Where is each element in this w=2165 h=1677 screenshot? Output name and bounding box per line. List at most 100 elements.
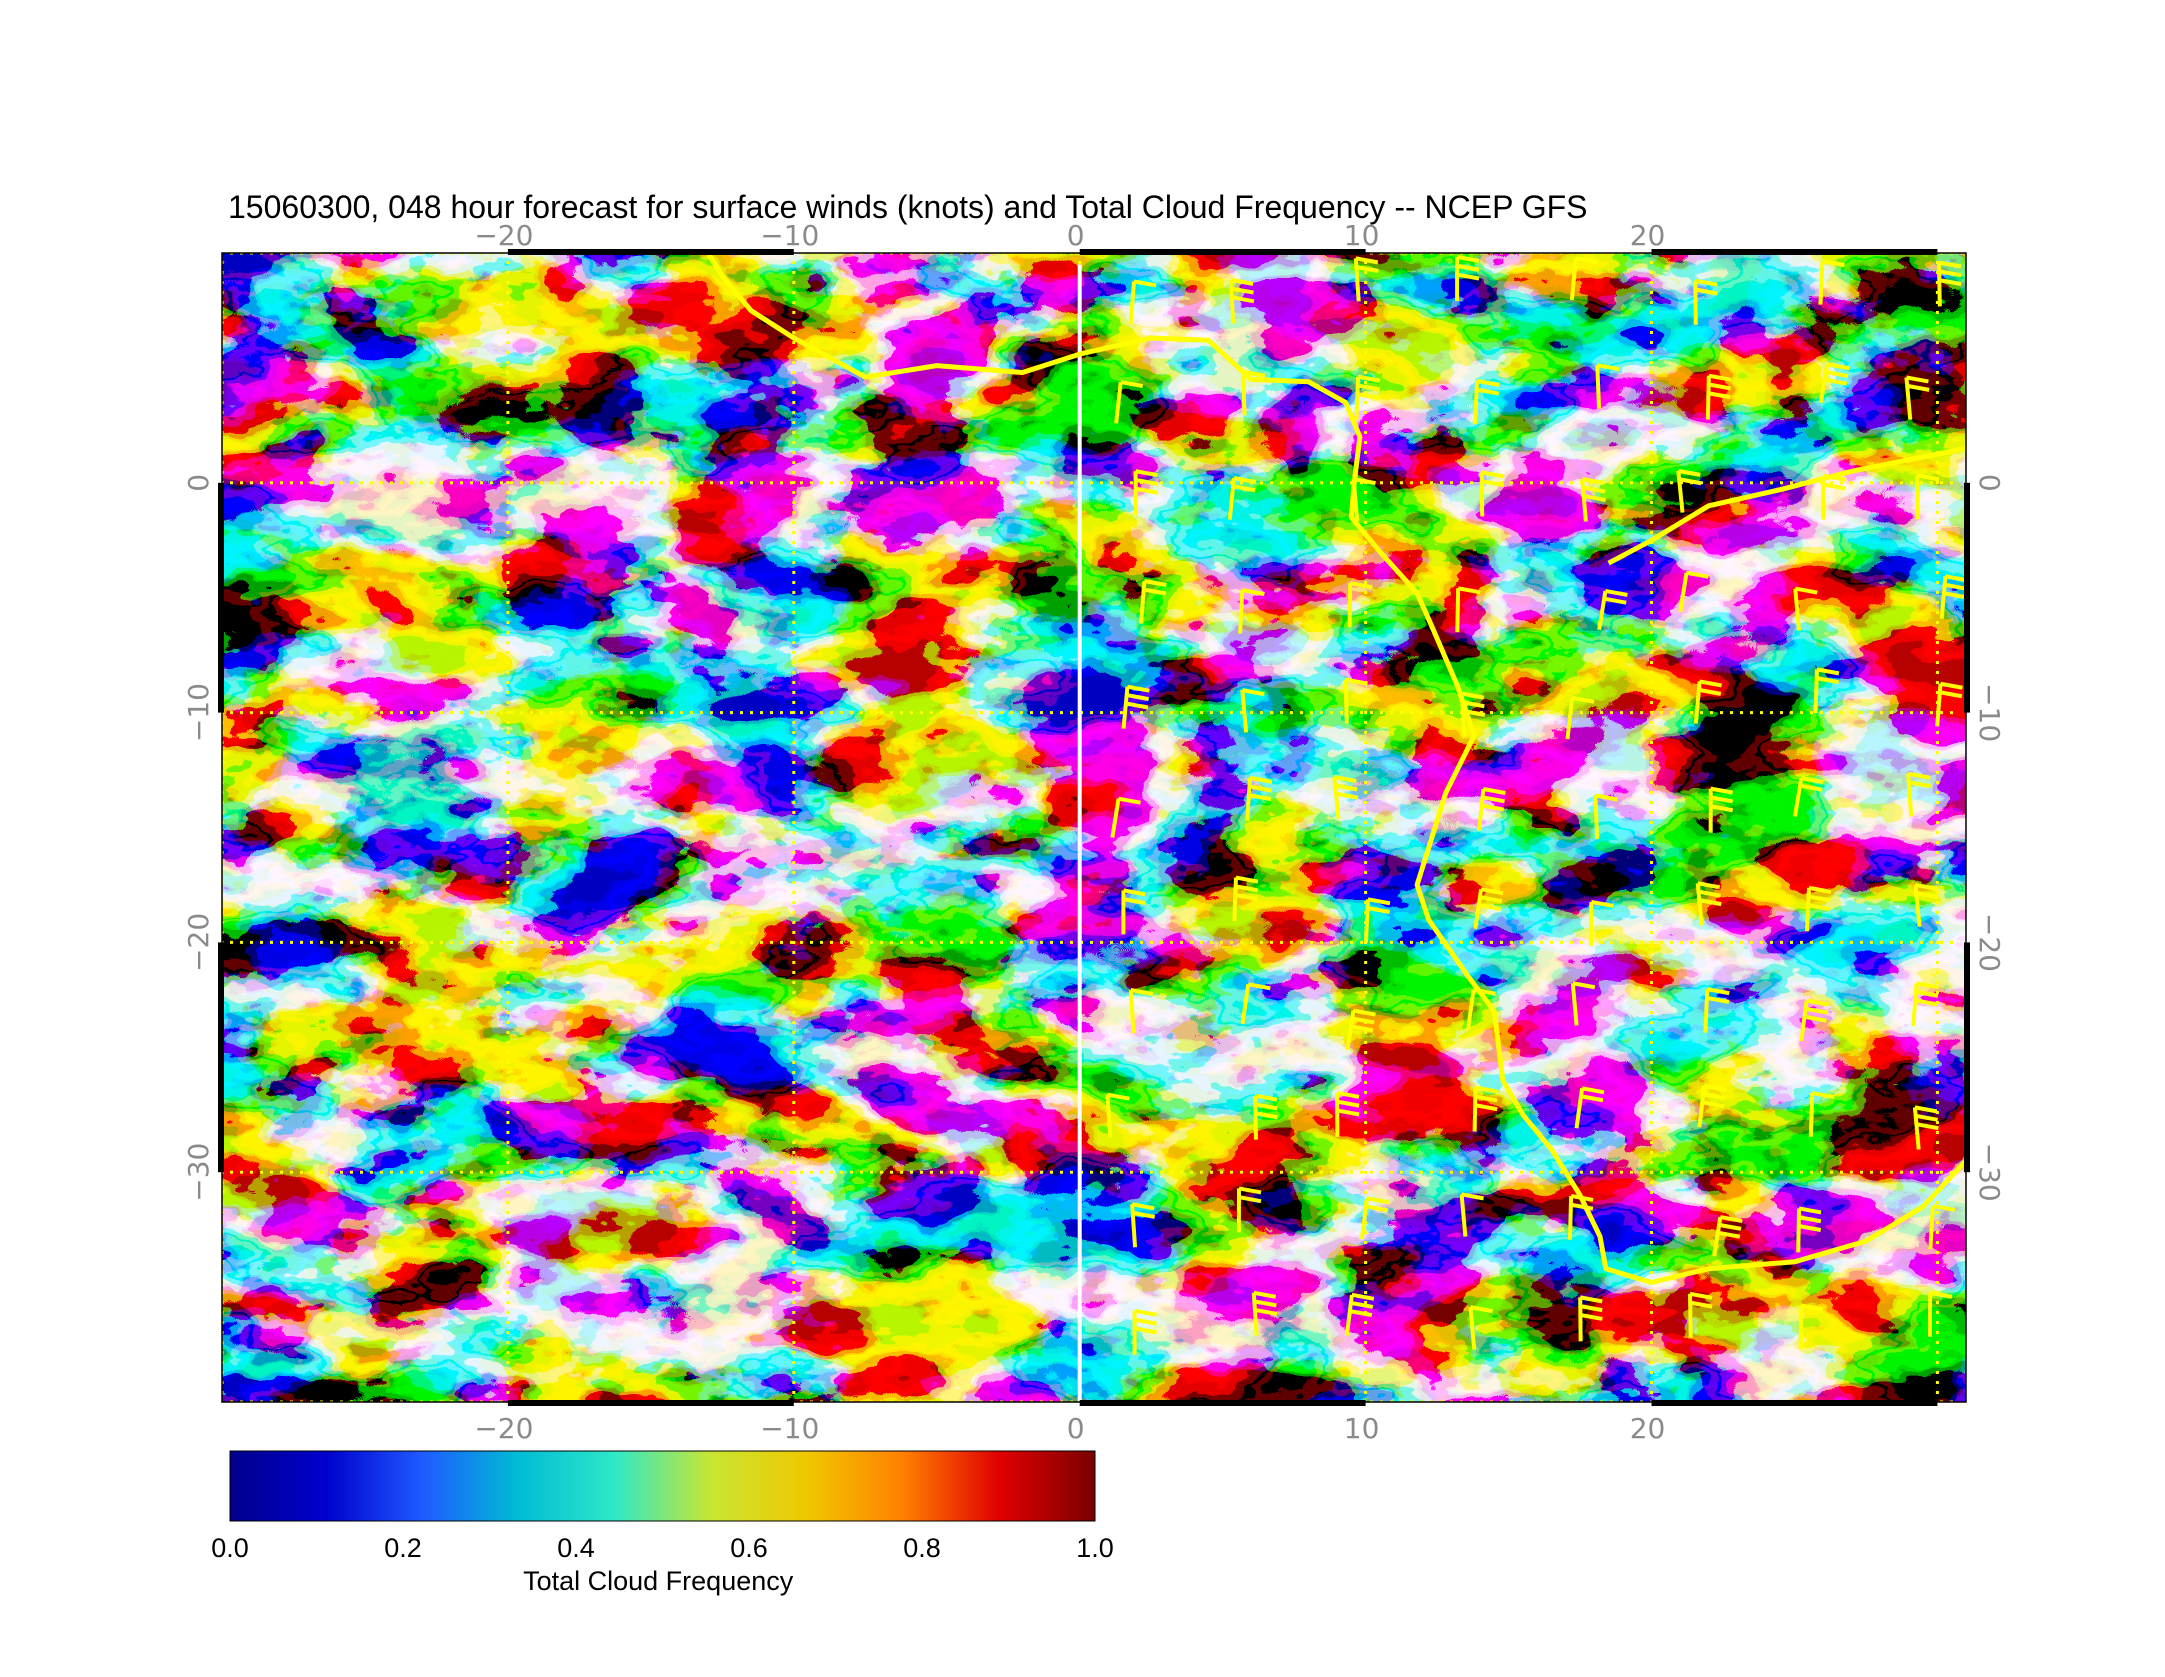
frame-band-bottom (1651, 1400, 1938, 1406)
frame-band-right (1964, 482, 1970, 713)
lat-tick-label-right: −10 (1973, 683, 2006, 742)
wind-barb (1240, 982, 1271, 1025)
wind-barb (1936, 260, 1962, 307)
lon-tick-label-top: 20 (1630, 219, 1666, 252)
frame-band-left (218, 942, 224, 1173)
wind-barb (1693, 278, 1718, 325)
wind-barb (1818, 362, 1850, 403)
colorbar-tick-label: 0.2 (384, 1533, 422, 1563)
wind-barb (1332, 775, 1359, 820)
wind-barb (1569, 256, 1599, 301)
wind-barb (1227, 476, 1257, 520)
wind-barb (1580, 477, 1607, 522)
wind-barb (1472, 378, 1500, 425)
wind-barb (1588, 899, 1614, 946)
colorbar-tick-label: 0.6 (730, 1533, 768, 1563)
wind-barb (1473, 887, 1504, 930)
frame-band-bottom (507, 1400, 794, 1406)
frame-band-left (218, 482, 224, 713)
wind-barb (1792, 775, 1824, 817)
wind-barb (1343, 677, 1368, 724)
wind-barb (1799, 998, 1829, 1042)
wind-barb (1574, 1086, 1605, 1129)
wind-barb (1695, 881, 1722, 926)
colorbar-tick-label: 0.0 (211, 1533, 249, 1563)
wind-barb (1676, 468, 1702, 513)
wind-barb (1939, 574, 1966, 619)
wind-barb (1479, 470, 1505, 517)
wind-barb (1906, 771, 1932, 817)
lat-tick-label-right: 0 (1973, 474, 2006, 492)
wind-barb (1459, 691, 1486, 737)
wind-barb (1238, 588, 1265, 634)
lon-tick-label-top: 10 (1344, 219, 1380, 252)
wind-barb (1915, 473, 1940, 520)
wind-barb (1472, 1085, 1498, 1132)
lon-tick-label-bottom: 10 (1344, 1412, 1380, 1445)
wind-barb (1132, 1308, 1157, 1355)
wind-barb (1911, 981, 1939, 1027)
wind-barb (1133, 469, 1159, 516)
wind-barb (1928, 1203, 1956, 1250)
wind-barb (1128, 279, 1157, 325)
lon-tick-label-bottom: 20 (1630, 1412, 1666, 1445)
lat-tick-label-left: −10 (182, 683, 215, 742)
colorbar-tick-label: 1.0 (1076, 1533, 1114, 1563)
wind-barb (1565, 695, 1595, 740)
lat-tick-label-left: −30 (182, 1143, 215, 1202)
wind-barb (1353, 256, 1379, 302)
frame-band-bottom (1079, 1400, 1366, 1406)
wind-barb (1459, 1192, 1484, 1237)
frame-band-top (507, 249, 794, 255)
wind-barb (1697, 1083, 1727, 1128)
lon-tick-label-top: −20 (474, 219, 533, 252)
wind-barb (1363, 897, 1391, 943)
wind-barb (1236, 1186, 1262, 1233)
wind-barb (1703, 987, 1730, 1033)
graticule (222, 253, 1958, 1402)
wind-barb (1128, 988, 1154, 1034)
wind-barb (1705, 373, 1732, 420)
wind-barb (1821, 473, 1846, 520)
wind-barb (1804, 885, 1832, 932)
wind-barb (1105, 1092, 1130, 1138)
wind-barb (1138, 579, 1167, 624)
lat-tick-label-left: 0 (182, 474, 215, 492)
wind-barb (1455, 254, 1480, 301)
cloud-frequency-contours (222, 253, 1966, 1402)
lon-tick-label-bottom: −20 (474, 1412, 533, 1445)
wind-barb (1927, 1290, 1953, 1337)
map-area: −20 −20 −10 −10 0 0 10 10 20 20 0 0 −10 −10 −20 −20 −30 −… (182, 219, 2006, 1445)
axis-tick-labels: −20 −20 −10 −10 0 0 10 10 20 20 0 0 −10 −10 −20 −20 −30 −… (182, 219, 2006, 1445)
colorbar-tick-label: 0.8 (903, 1533, 941, 1563)
frame-band-right (1964, 942, 1970, 1173)
lat-tick-label-right: −30 (1973, 1143, 2006, 1202)
wind-barb (1240, 369, 1266, 416)
wind-barb (1466, 987, 1496, 1031)
map-title: 15060300, 048 hour forecast for surface … (228, 189, 1588, 225)
colorbar-bar (229, 1450, 1096, 1522)
wind-barb (1121, 684, 1150, 729)
wind-barb (1477, 787, 1506, 831)
lat-tick-label-right: −20 (1973, 913, 2006, 972)
wind-barb (1130, 1202, 1156, 1248)
africa-coastline (705, 253, 1966, 1285)
wind-barb (1110, 796, 1141, 838)
wind-barb (1813, 667, 1840, 714)
wind-barb (1354, 374, 1381, 421)
wind-barb (1229, 277, 1255, 324)
wind-barb (1567, 1193, 1594, 1240)
wind-barb (1693, 679, 1722, 724)
colorbar: 0.0 0.2 0.4 0.6 0.8 1.0 Total Cloud Frequency (211, 1450, 1114, 1596)
wind-barb (1245, 775, 1273, 822)
wind-barb (1712, 1215, 1743, 1257)
wind-barb (1935, 681, 1963, 727)
wind-barb (1240, 688, 1265, 733)
wind-barb (1818, 259, 1845, 305)
wind-barb (1578, 1295, 1603, 1342)
colorbar-ticks: 0.0 0.2 0.4 0.6 0.8 1.0 (211, 1533, 1114, 1563)
wind-barb (1688, 1291, 1713, 1338)
wind-barb (1359, 1196, 1390, 1240)
wind-barb (1808, 1091, 1835, 1137)
